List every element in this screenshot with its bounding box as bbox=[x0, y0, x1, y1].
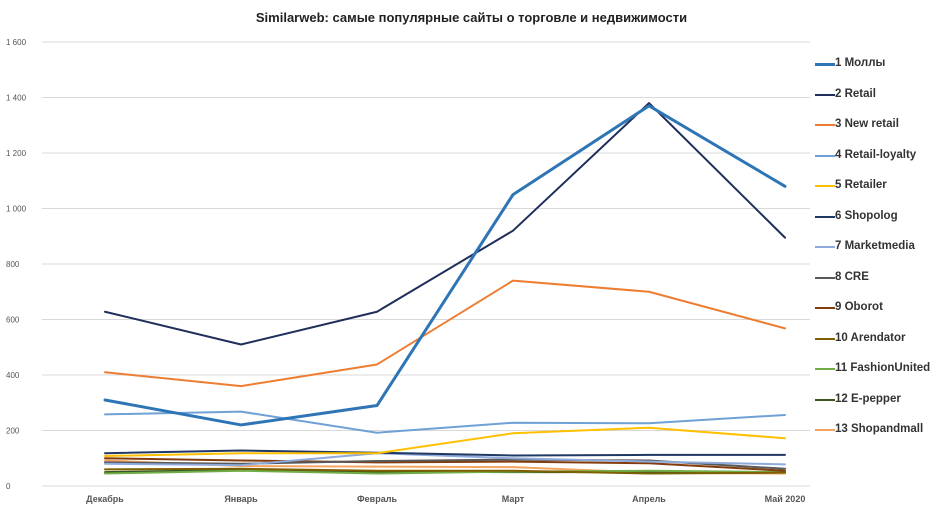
legend-item: 4 Retail-loyalty bbox=[815, 146, 940, 177]
y-tick-label: 1 000 bbox=[6, 205, 27, 214]
legend-label: 4 Retail-loyalty bbox=[835, 148, 917, 161]
legend-swatch bbox=[815, 368, 835, 370]
legend-label: 2 Retail bbox=[835, 87, 876, 100]
legend-item: 2 Retail bbox=[815, 85, 940, 116]
series-line-11-fashionunited bbox=[104, 469, 786, 475]
series-line-7-marketmedia bbox=[104, 452, 786, 467]
y-tick-label: 600 bbox=[6, 316, 20, 325]
x-tick-label: Февраль bbox=[357, 494, 397, 504]
y-tick-label: 1 600 bbox=[6, 38, 27, 47]
legend-swatch bbox=[815, 154, 835, 157]
y-tick-label: 400 bbox=[6, 371, 20, 380]
y-tick-label: 0 bbox=[6, 482, 11, 491]
legend-label: 9 Oborot bbox=[835, 301, 883, 313]
x-tick-label: Март bbox=[502, 494, 525, 504]
legend-item: 1 Моллы bbox=[815, 54, 940, 85]
legend-item: 7 Marketmedia bbox=[815, 237, 940, 268]
legend-label: 1 Моллы bbox=[835, 57, 886, 69]
series-line-10-arendator bbox=[104, 467, 786, 475]
legend: 1 Моллы 2 Retail 3 New retail 4 Retail-loya… bbox=[815, 54, 940, 451]
legend-swatch bbox=[815, 124, 835, 126]
legend-swatch bbox=[815, 398, 835, 401]
legend-item: 10 Arendator bbox=[815, 329, 940, 360]
x-tick-label: Май 2020 bbox=[765, 494, 806, 504]
legend-swatch bbox=[815, 337, 835, 340]
legend-label: 13 Shopandmall bbox=[835, 423, 924, 435]
legend-item: 13 Shopandmall bbox=[815, 420, 940, 451]
series-line-4-retail-loyalty bbox=[104, 410, 786, 434]
legend-swatch bbox=[815, 429, 835, 431]
x-tick-label: Декабрь bbox=[86, 494, 124, 504]
legend-label: 8 CRE bbox=[835, 270, 869, 283]
legend-item: 11 FashionUnited bbox=[815, 359, 940, 390]
x-tick-label: Апрель bbox=[632, 494, 666, 504]
series-line-1-моллы bbox=[103, 104, 787, 427]
legend-swatch bbox=[815, 185, 835, 187]
legend-item: 9 Oborot bbox=[815, 298, 940, 329]
y-tick-label: 200 bbox=[6, 427, 20, 436]
legend-label: 10 Arendator bbox=[835, 331, 906, 344]
legend-label: 11 FashionUnited bbox=[835, 362, 931, 374]
legend-label: 12 E-pepper bbox=[835, 392, 901, 405]
legend-item: 12 E-pepper bbox=[815, 390, 940, 421]
series-line-2-retail bbox=[104, 102, 786, 346]
legend-label: 5 Retailer bbox=[835, 179, 887, 191]
legend-swatch bbox=[815, 307, 835, 309]
y-tick-label: 800 bbox=[6, 260, 20, 269]
legend-item: 6 Shopolog bbox=[815, 207, 940, 238]
legend-swatch bbox=[815, 246, 835, 248]
legend-label: 6 Shopolog bbox=[835, 209, 898, 222]
x-tick-label: Январь bbox=[224, 494, 258, 504]
series-line-6-shopolog bbox=[104, 449, 786, 457]
legend-swatch bbox=[815, 276, 835, 279]
legend-item: 3 New retail bbox=[815, 115, 940, 146]
legend-label: 3 New retail bbox=[835, 118, 899, 130]
legend-swatch bbox=[815, 63, 835, 66]
y-tick-label: 1 200 bbox=[6, 149, 27, 158]
legend-item: 8 CRE bbox=[815, 268, 940, 299]
legend-swatch bbox=[815, 93, 835, 96]
legend-label: 7 Marketmedia bbox=[835, 240, 915, 252]
y-tick-label: 1 400 bbox=[6, 94, 27, 103]
series-line-9-oborot bbox=[104, 457, 786, 472]
series-line-3-new-retail bbox=[104, 279, 786, 388]
legend-item: 5 Retailer bbox=[815, 176, 940, 207]
legend-swatch bbox=[815, 215, 835, 218]
series-line-5-retailer bbox=[104, 426, 786, 458]
chart-title: Similarweb: самые популярные сайты о тор… bbox=[255, 10, 688, 25]
